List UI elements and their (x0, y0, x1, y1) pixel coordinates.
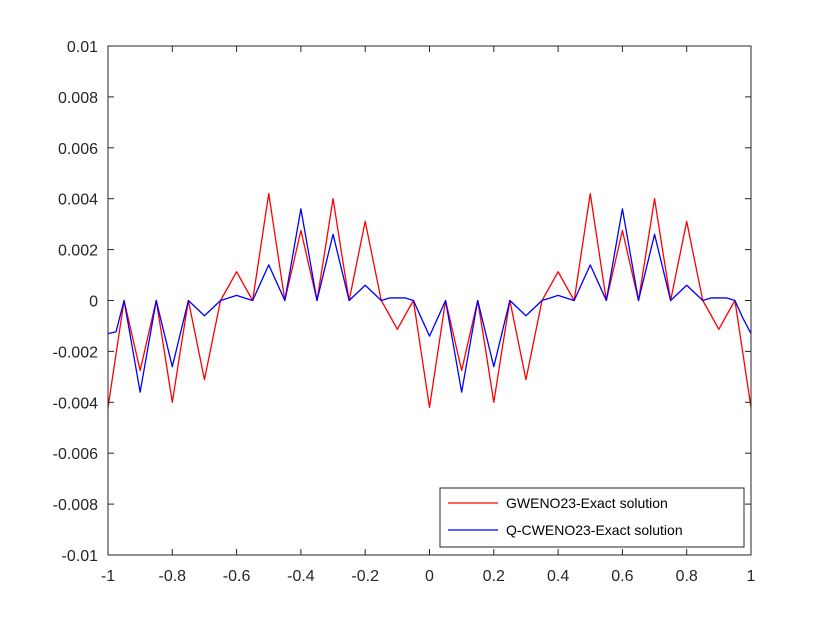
y-tick-label: 0.008 (58, 90, 98, 107)
legend-box (439, 487, 745, 548)
y-axis: -0.01 -0.008 -0.006 -0.004 -0.002 0 0.002 0.004… (53, 39, 751, 565)
x-tick-label: -0.2 (351, 568, 379, 585)
y-tick-label: 0.002 (58, 243, 98, 260)
plot-area (108, 46, 751, 555)
y-tick-label: -0.006 (53, 446, 98, 463)
y-tick-label: 0.004 (58, 192, 98, 209)
legend-label-1: GWENO23-Exact solution (506, 495, 668, 511)
legend-label-2: Q-CWENO23-Exact solution (506, 522, 683, 538)
legend: GWENO23-Exact solution Q-CWENO23-Exact so… (439, 487, 745, 548)
x-tick-label: 0.2 (483, 568, 505, 585)
x-tick-label: 0.4 (547, 568, 569, 585)
x-tick-label: -0.4 (287, 568, 315, 585)
x-tick-label: 0.6 (611, 568, 633, 585)
y-tick-label: 0.006 (58, 141, 98, 158)
x-tick-label: -0.6 (223, 568, 251, 585)
series-layer (107, 192, 752, 409)
y-tick-label: -0.01 (62, 548, 99, 565)
x-tick-label: 1 (747, 568, 756, 585)
series-line-1 (107, 192, 752, 409)
y-tick-label: 0 (89, 294, 98, 311)
y-tick-label: -0.004 (53, 395, 98, 412)
x-tick-label: 0.8 (676, 568, 698, 585)
x-tick-label: -0.8 (159, 568, 187, 585)
x-tick-label: -1 (101, 568, 115, 585)
y-tick-label: -0.008 (53, 497, 98, 514)
x-tick-label: 0 (425, 568, 434, 585)
y-tick-label: -0.002 (53, 344, 98, 361)
y-tick-label: 0.01 (67, 39, 98, 56)
series-line-2 (107, 208, 752, 393)
x-axis: -1 -0.8 -0.6 -0.4 -0.2 0 0.2 0.4 0.6 0.8 1 (101, 46, 756, 585)
